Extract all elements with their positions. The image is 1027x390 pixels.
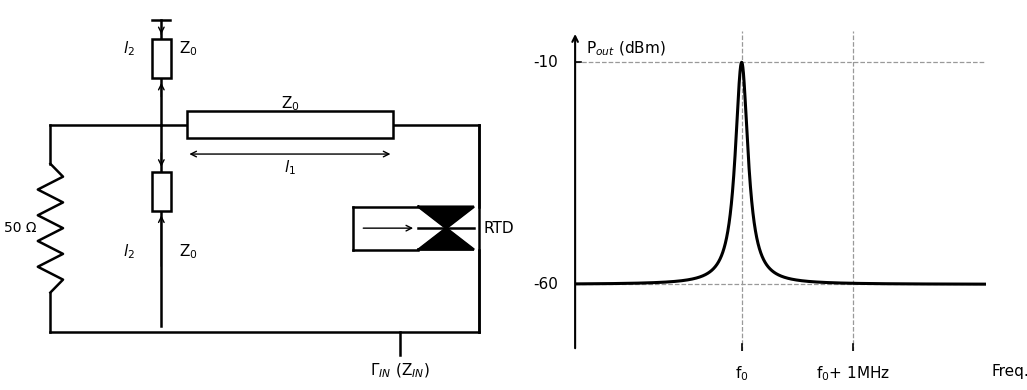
Text: Z$_0$: Z$_0$ — [280, 94, 299, 113]
Text: RTD: RTD — [484, 221, 515, 236]
Polygon shape — [418, 207, 473, 228]
Text: P$_{out}$ (dBm): P$_{out}$ (dBm) — [586, 40, 665, 58]
Text: $\Gamma_{IN}$ (Z$_{IN}$): $\Gamma_{IN}$ (Z$_{IN}$) — [370, 361, 429, 380]
Text: 50 Ω: 50 Ω — [4, 221, 36, 235]
Bar — [152, 39, 170, 78]
Text: Z$_0$: Z$_0$ — [179, 242, 198, 261]
Text: Z$_0$: Z$_0$ — [179, 39, 198, 58]
Polygon shape — [418, 228, 473, 250]
Text: f$_0$+ 1MHz: f$_0$+ 1MHz — [815, 364, 889, 383]
Bar — [152, 172, 170, 211]
Text: -10: -10 — [534, 55, 559, 70]
Text: $l_1$: $l_1$ — [283, 158, 296, 177]
Text: $l_2$: $l_2$ — [122, 242, 135, 261]
Bar — [187, 111, 393, 138]
Text: f$_0$: f$_0$ — [735, 364, 749, 383]
Text: -60: -60 — [534, 277, 559, 292]
Text: $l_2$: $l_2$ — [122, 39, 135, 58]
Text: Freq.: Freq. — [991, 364, 1027, 379]
